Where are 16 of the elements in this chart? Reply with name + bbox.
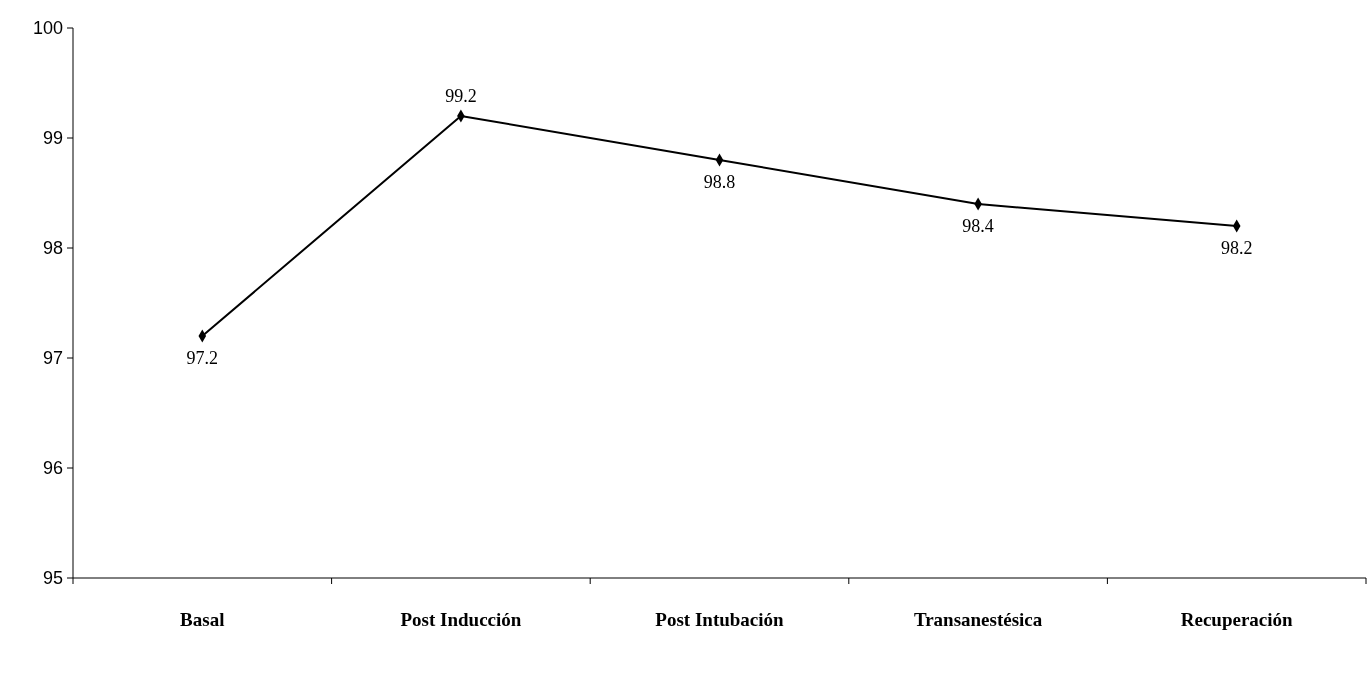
y-tick-label: 96 xyxy=(42,458,63,479)
y-tick-label: 100 xyxy=(32,18,63,39)
data-label: 98.8 xyxy=(703,172,736,192)
x-tick-label: Recuperación xyxy=(1180,609,1294,630)
y-tick-label: 98 xyxy=(42,238,63,259)
x-tick-label: Post Inducción xyxy=(400,609,522,630)
data-label: 98.2 xyxy=(1220,238,1253,258)
x-tick-label: Transanestésica xyxy=(913,609,1043,630)
x-tick-label: Post Intubación xyxy=(655,609,785,630)
y-tick-label: 95 xyxy=(42,568,63,589)
data-label: 97.2 xyxy=(186,348,219,368)
y-tick-label: 97 xyxy=(42,348,63,369)
x-tick-label: Basal xyxy=(180,609,225,630)
data-label: 98.4 xyxy=(962,216,994,236)
data-label: 99.2 xyxy=(445,86,477,106)
y-tick-label: 99 xyxy=(42,128,63,149)
